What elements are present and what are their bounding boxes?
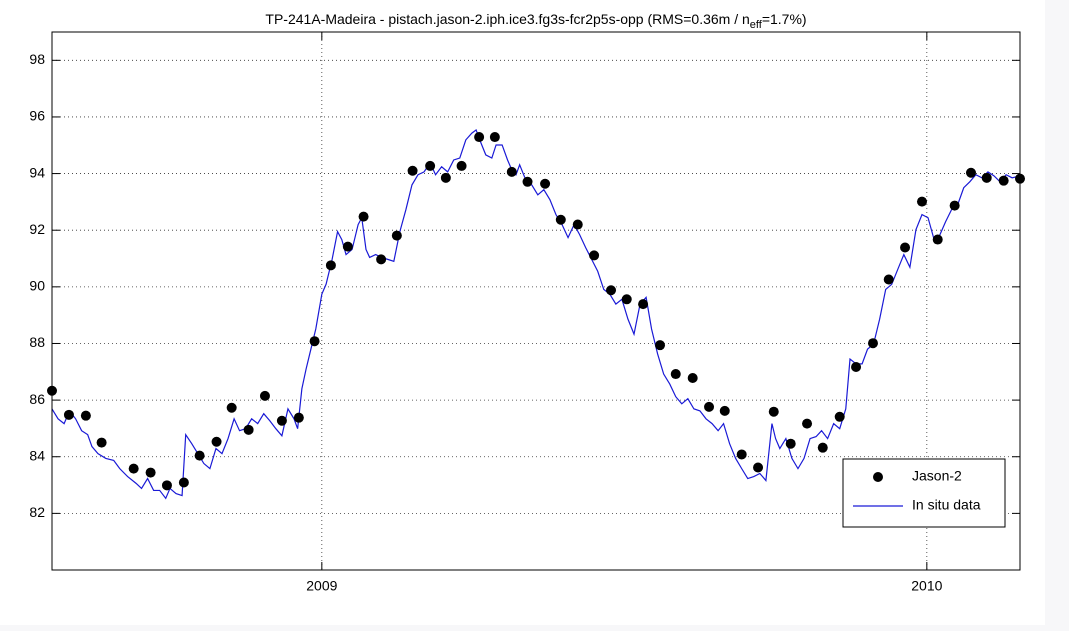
data-point	[425, 160, 436, 171]
data-line	[51, 129, 1021, 500]
data-point	[456, 160, 467, 171]
data-point	[145, 467, 156, 478]
data-point	[96, 437, 107, 448]
y-tick-label: 96	[29, 108, 45, 124]
y-tick-label: 92	[29, 221, 45, 237]
y-tick-label: 82	[29, 504, 45, 520]
data-point	[474, 132, 485, 143]
y-tick-label: 88	[29, 334, 45, 350]
legend-label: Jason-2	[912, 468, 962, 484]
x-tick-label: 2009	[306, 578, 337, 594]
data-point	[753, 462, 764, 473]
data-point	[704, 401, 715, 412]
data-point	[965, 167, 976, 178]
y-tick-label: 98	[29, 51, 45, 67]
data-point	[243, 424, 254, 435]
data-point	[178, 477, 189, 488]
data-point	[276, 415, 287, 426]
legend: Jason-2 In situ data	[842, 458, 1006, 528]
data-point	[851, 361, 862, 372]
data-point	[506, 166, 517, 177]
axes-frame	[51, 31, 1021, 571]
data-point	[981, 172, 992, 183]
data-point	[555, 214, 566, 225]
data-point	[670, 369, 681, 380]
data-point	[391, 230, 402, 241]
data-point	[293, 412, 304, 423]
data-point	[589, 250, 600, 261]
data-point	[998, 175, 1009, 186]
data-point	[949, 200, 960, 211]
data-point	[572, 219, 583, 230]
data-point	[522, 176, 533, 187]
data-point	[834, 411, 845, 422]
data-point	[325, 260, 336, 271]
data-point	[489, 132, 500, 143]
data-point	[867, 338, 878, 349]
title-main: TP-241A-Madeira - pistach.jason-2.iph.ic…	[265, 11, 749, 27]
data-point	[226, 402, 237, 413]
data-point	[342, 241, 353, 252]
y-tick-label: 84	[29, 447, 45, 463]
y-tick-label: 90	[29, 278, 45, 294]
data-point	[80, 410, 91, 421]
data-point	[638, 299, 649, 310]
data-point	[63, 409, 74, 420]
data-point	[358, 211, 369, 222]
x-tick-label: 2010	[911, 578, 942, 594]
legend-label: In situ data	[912, 497, 981, 513]
data-point	[719, 405, 730, 416]
data-point	[687, 373, 698, 384]
y-tick-label: 86	[29, 391, 45, 407]
data-point	[736, 449, 747, 460]
title-end: =1.7%)	[762, 11, 807, 27]
data-point	[211, 436, 222, 447]
data-point	[802, 418, 813, 429]
data-point	[916, 196, 927, 207]
data-point	[932, 234, 943, 245]
data-point	[655, 340, 666, 351]
data-point	[817, 442, 828, 453]
chart-title: TP-241A-Madeira - pistach.jason-2.iph.ic…	[265, 11, 806, 31]
data-point	[621, 294, 632, 305]
data-point	[376, 254, 387, 265]
data-point	[768, 406, 779, 417]
data-point	[259, 390, 270, 401]
legend-marker	[873, 472, 883, 482]
data-point	[883, 274, 894, 285]
legend-box	[842, 458, 1006, 528]
data-point	[540, 178, 551, 189]
data-point	[785, 438, 796, 449]
y-tick-label: 94	[29, 164, 45, 180]
data-point	[309, 336, 320, 347]
data-point	[194, 450, 205, 461]
data-point	[606, 285, 617, 296]
data-point	[128, 463, 139, 474]
data-point	[161, 480, 172, 491]
data-point	[900, 242, 911, 253]
data-point	[440, 172, 451, 183]
data-point	[407, 165, 418, 176]
title-subscript: eff	[750, 19, 763, 31]
